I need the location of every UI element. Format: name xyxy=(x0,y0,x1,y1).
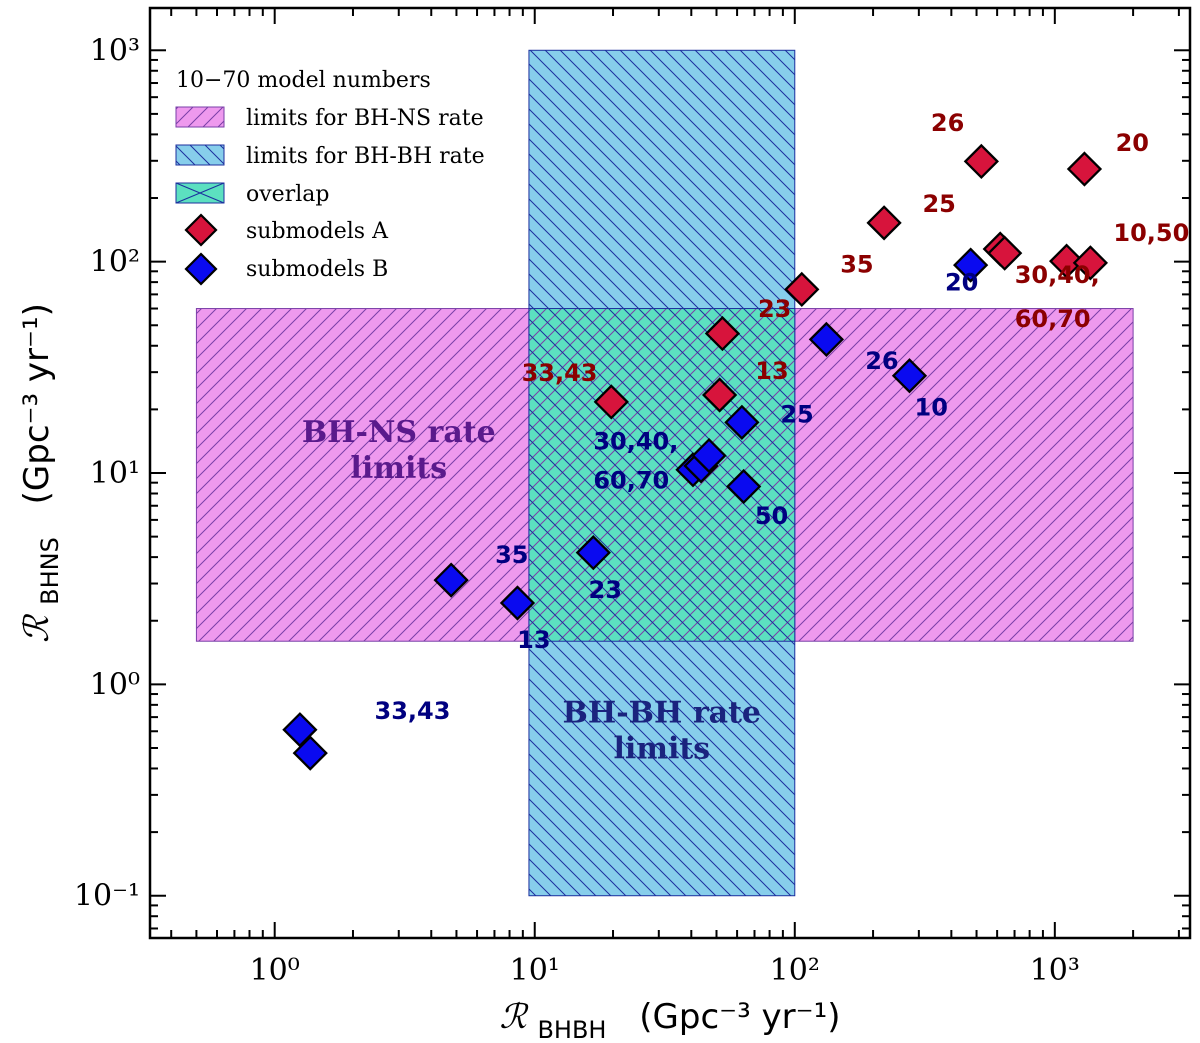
submodels-a-label: 25 xyxy=(922,190,955,218)
y-axis-title: ℛ BHNS (Gpc⁻³ yr⁻¹) xyxy=(17,303,67,643)
x-tick-label: 10³ xyxy=(1030,953,1080,988)
y-tick-label: 10⁻¹ xyxy=(74,879,140,914)
y-tick-labels: 10⁻¹ 10⁰ 10¹ 10² 10³ xyxy=(74,33,140,913)
submodels-b-label: 26 xyxy=(865,347,898,375)
region-label-line: BH-BH rate xyxy=(563,696,762,731)
submodels-a-label: 20 xyxy=(1116,129,1149,157)
submodels-b-label: 23 xyxy=(589,576,622,604)
submodels-a-point xyxy=(987,235,1023,271)
y-axis-units: (Gpc⁻³ yr⁻¹) xyxy=(17,303,57,504)
submodels-b-point xyxy=(292,735,328,771)
submodels-b-point xyxy=(575,535,611,571)
legend-swatch-overlap-cross xyxy=(175,182,225,204)
y-axis-symbol: ℛ xyxy=(17,613,57,643)
y-axis-subscript: BHNS xyxy=(36,537,64,605)
submodels-b-point xyxy=(282,712,318,748)
submodels-b-point xyxy=(953,247,989,283)
region-label-bh-ns-rate-limits: BH-NS rate limits xyxy=(302,415,496,486)
submodels-a-point xyxy=(704,315,741,352)
legend-swatch-bhbh-hatch xyxy=(176,145,224,165)
submodels-a-point xyxy=(593,384,629,420)
submodels-b-point xyxy=(433,562,469,598)
x-axis-symbol: ℛ xyxy=(499,997,529,1037)
y-tick-label: 10³ xyxy=(90,33,140,68)
submodels-a-label: 33,43 xyxy=(522,359,598,387)
x-tick-label: 10² xyxy=(770,953,820,988)
y-tick-label: 10⁰ xyxy=(90,667,140,702)
submodels-b-label: 35 xyxy=(495,541,528,569)
legend-label-bhbh: limits for BH-BH rate xyxy=(246,144,485,169)
submodels-a-label: 23 xyxy=(758,295,791,323)
legend-label-bhns: limits for BH-NS rate xyxy=(246,106,484,131)
submodels-b-label: 10 xyxy=(915,394,948,422)
submodels-b-label: 25 xyxy=(780,401,813,429)
submodels-a-label: 35 xyxy=(840,250,873,278)
region-label-line: limits xyxy=(613,732,710,767)
submodels-b-point xyxy=(808,321,845,358)
legend-label-overlap: overlap xyxy=(246,182,329,207)
submodels-b-label: 20 xyxy=(945,268,978,296)
legend-label-submodels-a: submodels A xyxy=(246,219,389,244)
legend-item-bhbh: limits for BH-BH rate xyxy=(175,144,485,169)
submodels-b-label: 33,43 xyxy=(375,697,451,725)
submodels-a-label: 26 xyxy=(931,109,964,137)
x-tick-label: 10¹ xyxy=(510,953,560,988)
region-label-bh-bh-rate-limits: BH-BH rate limits xyxy=(563,696,762,767)
submodels-a-point xyxy=(866,205,902,241)
overlap-border xyxy=(528,308,796,642)
y-tick-label: 10² xyxy=(90,245,140,280)
legend-item-bhns: limits for BH-NS rate xyxy=(175,106,484,131)
submodels-a-point xyxy=(1072,245,1109,281)
submodels-b-point xyxy=(499,585,536,621)
region-label-line: BH-NS rate xyxy=(302,415,496,450)
axis-ticks xyxy=(150,8,1190,938)
submodels-b-label: 30,40, xyxy=(593,427,678,455)
x-axis-title: ℛ BHBH (Gpc⁻³ yr⁻¹) xyxy=(499,997,840,1043)
legend-item-overlap: overlap xyxy=(175,182,329,207)
submodels-b-label: 50 xyxy=(755,502,788,530)
legend: 10−70 model numbers limits for BH-NS rat… xyxy=(175,68,485,286)
submodels-a-point xyxy=(963,143,999,180)
x-axis-subscript: BHBH xyxy=(537,1016,606,1043)
point-labels: 33,43 13 23 35 25 26 20 10,50 30,40, 60,70 33,43 35… xyxy=(375,109,1190,725)
submodels-a-point xyxy=(1066,151,1103,187)
overlap-region xyxy=(528,308,796,642)
submodels-a-label: 10,50 xyxy=(1113,219,1189,247)
x-tick-labels: 10⁰ 10¹ 10² 10³ xyxy=(250,953,1080,988)
x-tick-label: 10⁰ xyxy=(250,953,300,988)
region-label-line: limits xyxy=(350,451,447,486)
legend-label-submodels-b: submodels B xyxy=(246,257,388,282)
submodels-b-label: 13 xyxy=(517,626,550,654)
legend-header: 10−70 model numbers xyxy=(176,68,431,93)
submodels-a-point xyxy=(784,271,820,308)
submodels-b-point xyxy=(726,468,762,505)
legend-marker-submodels-b xyxy=(184,252,218,286)
submodels-a-point xyxy=(1048,243,1085,279)
submodels-a-point xyxy=(701,377,738,413)
legend-marker-submodels-a xyxy=(184,213,218,247)
legend-item-submodels-b: submodels B xyxy=(184,252,388,286)
x-axis-units: (Gpc⁻³ yr⁻¹) xyxy=(639,997,840,1037)
submodels-a-label: 60,70 xyxy=(1015,305,1091,333)
data-points xyxy=(282,143,1109,771)
legend-swatch-bhns-hatch xyxy=(176,107,224,127)
submodels-b-point xyxy=(724,404,760,440)
submodels-a-label: 30,40, xyxy=(1015,261,1100,289)
submodels-a-label: 13 xyxy=(755,357,788,385)
submodels-b-point xyxy=(891,358,928,394)
legend-item-submodels-a: submodels A xyxy=(184,213,389,247)
submodels-b-label: 60,70 xyxy=(593,467,669,495)
overlap-hatch-bb xyxy=(528,308,795,642)
submodels-b-point xyxy=(691,437,727,474)
y-tick-label: 10¹ xyxy=(90,456,140,491)
